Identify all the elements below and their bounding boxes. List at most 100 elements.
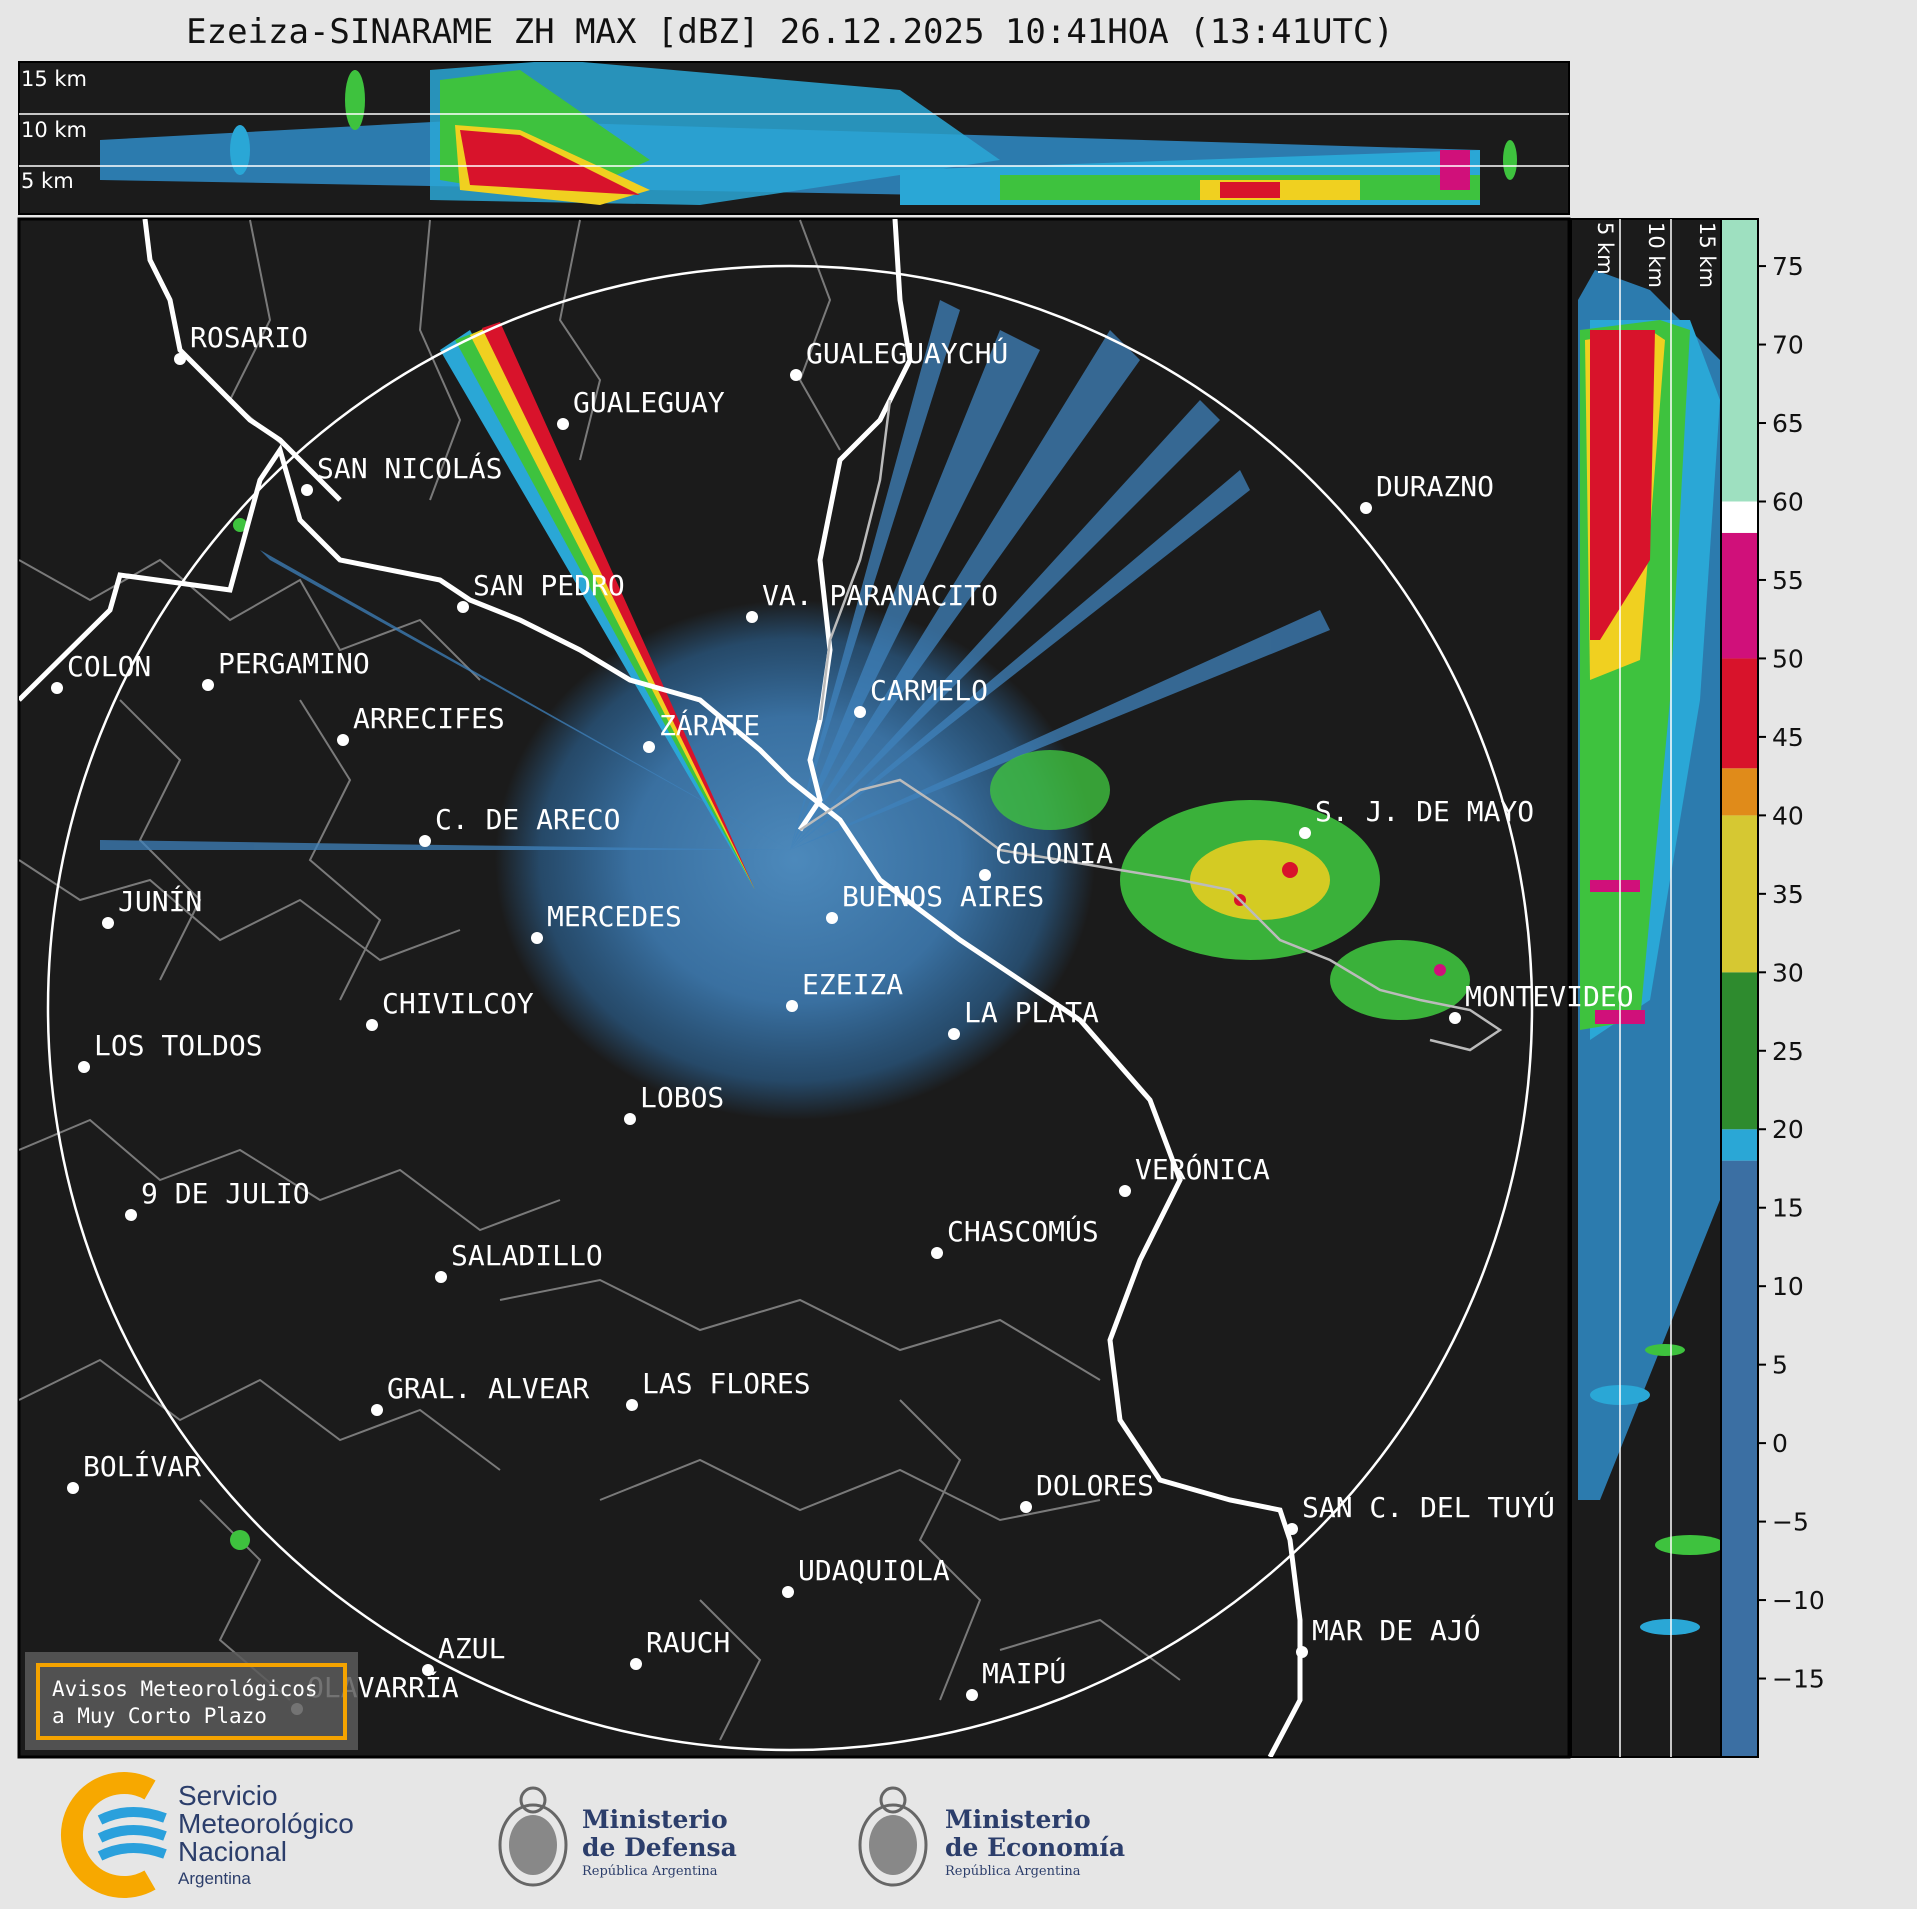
city-dot <box>422 1664 434 1676</box>
colorbar-tick-label: 10 <box>1772 1272 1804 1301</box>
city-dot <box>626 1399 638 1411</box>
city-label: PERGAMINO <box>218 647 370 680</box>
coat-of-arms-icon <box>858 1786 928 1887</box>
city-label: DOLORES <box>1036 1469 1154 1502</box>
city-label: ZÁRATE <box>659 708 760 742</box>
city-dot <box>1286 1523 1298 1535</box>
radar-figure: 15 km 10 km 5 km <box>17 61 1825 1759</box>
city-dot <box>102 917 114 929</box>
colorbar-tick-label: 35 <box>1772 880 1804 909</box>
colorbar-tick-label: 15 <box>1772 1194 1804 1223</box>
colorbar-band <box>1721 1160 1758 1757</box>
colorbar-tick-label: 20 <box>1772 1115 1804 1144</box>
department-borders <box>19 219 1181 1741</box>
colorbar-tick-label: −15 <box>1772 1665 1825 1694</box>
economia-line3: República Argentina <box>945 1864 1081 1879</box>
colorbar-band <box>1721 972 1758 1130</box>
city-label: ARRECIFES <box>353 702 505 735</box>
city-dot <box>366 1019 378 1031</box>
city-dot <box>174 353 186 365</box>
city-dot <box>948 1028 960 1040</box>
city-dot <box>782 1586 794 1598</box>
city-dot <box>1299 827 1311 839</box>
city-label: CHASCOMÚS <box>947 1214 1099 1248</box>
smn-sun-icon <box>61 1772 156 1898</box>
city-label: AZUL <box>438 1632 505 1665</box>
city-dot <box>457 601 469 613</box>
city-dot <box>51 682 63 694</box>
city-label: S. J. DE MAYO <box>1315 795 1534 828</box>
colorbar-tick-label: 70 <box>1772 331 1804 360</box>
city-label: C. DE ARECO <box>435 803 620 836</box>
city-dot <box>1449 1012 1461 1024</box>
city-dot <box>125 1209 137 1221</box>
smn-line2: Meteorológico <box>178 1808 354 1839</box>
city-label: CHIVILCOY <box>382 987 534 1020</box>
city-label: CARMELO <box>870 674 988 707</box>
defensa-logo: Ministerio de Defensa República Argentin… <box>498 1786 737 1887</box>
smn-wave-icon <box>97 1806 167 1825</box>
top-label-15km: 15 km <box>21 67 87 91</box>
city-dot <box>78 1061 90 1073</box>
city-dot <box>966 1689 978 1701</box>
city-dot <box>746 611 758 623</box>
city-label: 9 DE JULIO <box>141 1177 310 1210</box>
colorbar-tick-label: −10 <box>1772 1586 1825 1615</box>
city-label: COLONIA <box>995 837 1113 870</box>
colorbar-band <box>1721 658 1758 769</box>
colorbar-band <box>1721 219 1758 502</box>
city-dot <box>419 835 431 847</box>
city-dot <box>643 741 655 753</box>
alert-line-2: a Muy Corto Plazo <box>52 1704 267 1728</box>
echo-mass <box>495 600 1095 1120</box>
city-dot <box>624 1113 636 1125</box>
smn-line4: Argentina <box>178 1869 251 1888</box>
alert-line-1: Avisos Meteorológicos <box>52 1677 318 1701</box>
storm-cells <box>230 518 1470 1550</box>
city-dot <box>531 932 543 944</box>
city-label: LAS FLORES <box>642 1367 811 1400</box>
city-label: VERÓNICA <box>1135 1152 1270 1186</box>
economia-line1: Ministerio <box>945 1805 1091 1834</box>
smn-logo: Servicio Meteorológico Nacional Argentin… <box>61 1772 354 1898</box>
colorbar-tick-label: 65 <box>1772 409 1804 438</box>
city-label: LA PLATA <box>964 996 1099 1029</box>
defensa-line3: República Argentina <box>582 1864 718 1879</box>
top-cross-section: 15 km 10 km 5 km <box>18 61 1570 215</box>
echo-spokes <box>100 300 1330 850</box>
city-label: GUALEGUAYCHÚ <box>806 336 1008 370</box>
city-dot <box>979 869 991 881</box>
city-label: COLON <box>67 650 151 683</box>
colorbar-tick-label: 25 <box>1772 1037 1804 1066</box>
footer-logos: Servicio Meteorológico Nacional Argentin… <box>61 1772 1125 1898</box>
alert-box[interactable]: Avisos Meteorológicos a Muy Corto Plazo <box>25 1652 358 1750</box>
colorbar-tick-label: 55 <box>1772 566 1804 595</box>
city-label: LOBOS <box>640 1081 724 1114</box>
city-label: SAN C. DEL TUYÚ <box>1302 1490 1555 1524</box>
city-label: UDAQUIOLA <box>798 1554 950 1587</box>
defensa-line2: de Defensa <box>582 1833 737 1862</box>
colorbar-tick-label: 75 <box>1772 252 1804 281</box>
top-label-5km: 5 km <box>21 169 74 193</box>
smn-line1: Servicio <box>178 1780 278 1811</box>
colorbar-tick-label: 40 <box>1772 801 1804 830</box>
city-label: VA. PARANACITO <box>762 579 998 612</box>
city-label: EZEIZA <box>802 968 903 1001</box>
city-markers: ROSARIO GUALEGUAYCHÚ GUALEGUAY SAN NICOLÁS D… <box>51 321 1634 1715</box>
colorbar-band <box>1721 815 1758 973</box>
colorbar-tick-label: 50 <box>1772 644 1804 673</box>
city-dot <box>790 369 802 381</box>
city-label: GRAL. ALVEAR <box>387 1372 589 1405</box>
smn-line3: Nacional <box>178 1836 287 1867</box>
city-dot <box>1119 1185 1131 1197</box>
top-label-10km: 10 km <box>21 118 87 142</box>
radar-map <box>17 217 1571 1759</box>
chart-title: Ezeiza-SINARAME ZH MAX [dBZ] 26.12.2025 … <box>186 12 1394 52</box>
city-dot <box>786 1000 798 1012</box>
city-label: MAR DE AJÓ <box>1312 1613 1481 1647</box>
city-dot <box>931 1247 943 1259</box>
economia-logo: Ministerio de Economía República Argenti… <box>858 1786 1125 1887</box>
city-dot <box>337 734 349 746</box>
colorbar-tick-label: 45 <box>1772 723 1804 752</box>
side-label-5km: 5 km <box>1593 222 1617 275</box>
